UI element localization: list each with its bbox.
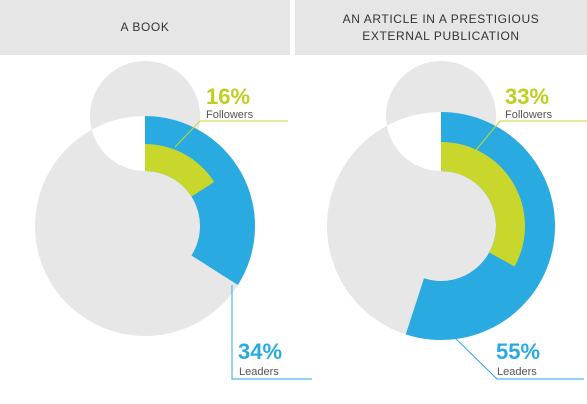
followers-percent-article: 33% bbox=[505, 84, 549, 109]
followers-label-article: Followers bbox=[505, 109, 553, 121]
leaders-label-article: Leaders bbox=[497, 366, 537, 378]
leaders-percent-article: 55% bbox=[496, 339, 540, 364]
followers-label-book: Followers bbox=[206, 109, 254, 121]
leaders-percent-book: 34% bbox=[238, 339, 282, 364]
leaders-label-book: Leaders bbox=[239, 366, 279, 378]
donut-chart-article: 33% Followers 55% Leaders bbox=[327, 61, 587, 379]
donut-chart-book: 16% Followers 34% Leaders bbox=[35, 61, 312, 379]
callout-line-leaders-book bbox=[232, 285, 312, 379]
followers-percent-book: 16% bbox=[206, 84, 250, 109]
